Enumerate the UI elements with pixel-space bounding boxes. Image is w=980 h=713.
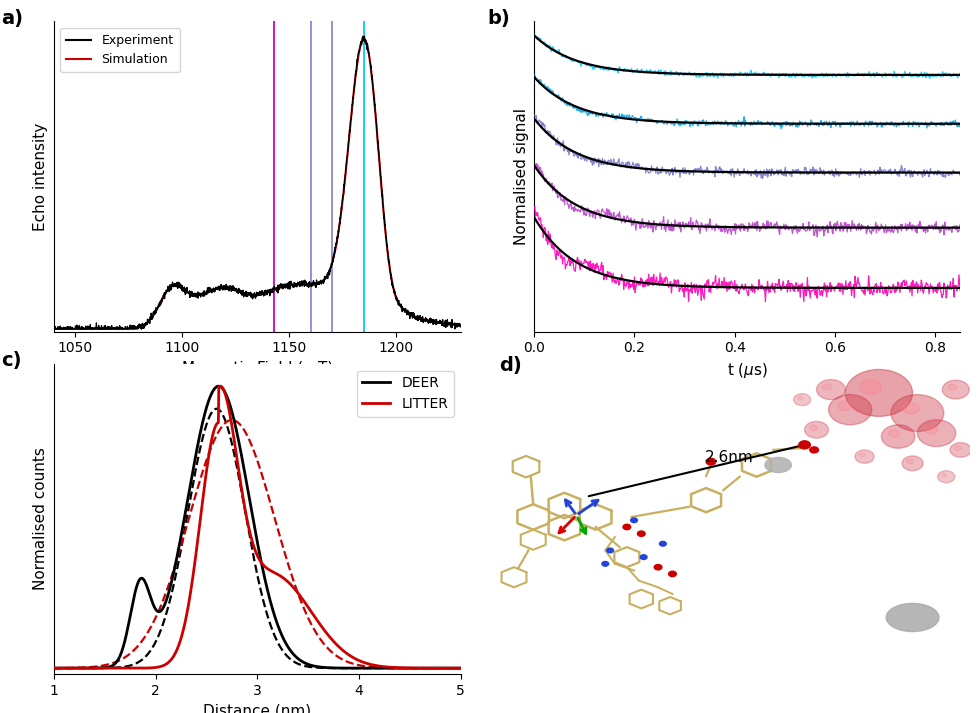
- Circle shape: [797, 396, 803, 400]
- X-axis label: Distance (nm): Distance (nm): [203, 703, 312, 713]
- Circle shape: [855, 450, 874, 463]
- Circle shape: [889, 430, 900, 437]
- Y-axis label: Echo intensity: Echo intensity: [33, 123, 48, 230]
- Circle shape: [859, 453, 865, 457]
- Circle shape: [794, 394, 810, 406]
- Circle shape: [602, 562, 609, 566]
- Circle shape: [809, 447, 818, 453]
- Circle shape: [950, 443, 971, 457]
- Circle shape: [828, 394, 872, 425]
- Legend: Experiment, Simulation: Experiment, Simulation: [60, 28, 179, 73]
- Circle shape: [838, 401, 852, 411]
- Circle shape: [881, 425, 915, 448]
- Circle shape: [809, 425, 817, 431]
- Circle shape: [926, 426, 938, 434]
- Circle shape: [660, 541, 666, 546]
- Y-axis label: Normalised signal: Normalised signal: [514, 108, 528, 245]
- Circle shape: [943, 380, 969, 399]
- Y-axis label: Normalised counts: Normalised counts: [33, 447, 48, 590]
- Circle shape: [938, 471, 955, 483]
- Ellipse shape: [886, 603, 939, 632]
- Circle shape: [799, 441, 810, 449]
- Circle shape: [903, 403, 919, 414]
- Circle shape: [902, 456, 923, 471]
- Circle shape: [941, 473, 947, 477]
- Circle shape: [891, 394, 944, 431]
- Circle shape: [823, 384, 832, 390]
- Text: a): a): [1, 9, 23, 28]
- Circle shape: [805, 421, 828, 438]
- Circle shape: [859, 379, 881, 394]
- Text: b): b): [487, 9, 510, 28]
- Circle shape: [846, 369, 912, 416]
- Circle shape: [631, 518, 637, 523]
- Circle shape: [607, 548, 613, 553]
- Circle shape: [706, 458, 715, 465]
- Circle shape: [917, 420, 956, 446]
- X-axis label: t ($\mu$s): t ($\mu$s): [727, 361, 767, 380]
- X-axis label: Magnetic Field (mT): Magnetic Field (mT): [181, 361, 333, 376]
- Circle shape: [623, 524, 631, 530]
- Text: c): c): [1, 352, 22, 370]
- Circle shape: [816, 379, 846, 399]
- Circle shape: [955, 446, 961, 451]
- Text: 2.6nm: 2.6nm: [705, 451, 754, 466]
- Text: d): d): [500, 356, 522, 375]
- Circle shape: [655, 565, 662, 570]
- Legend: DEER, LITTER: DEER, LITTER: [357, 371, 454, 416]
- Circle shape: [948, 384, 956, 390]
- Circle shape: [668, 571, 676, 577]
- Circle shape: [906, 459, 913, 464]
- Ellipse shape: [765, 458, 791, 473]
- Circle shape: [640, 555, 647, 560]
- Circle shape: [637, 531, 645, 536]
